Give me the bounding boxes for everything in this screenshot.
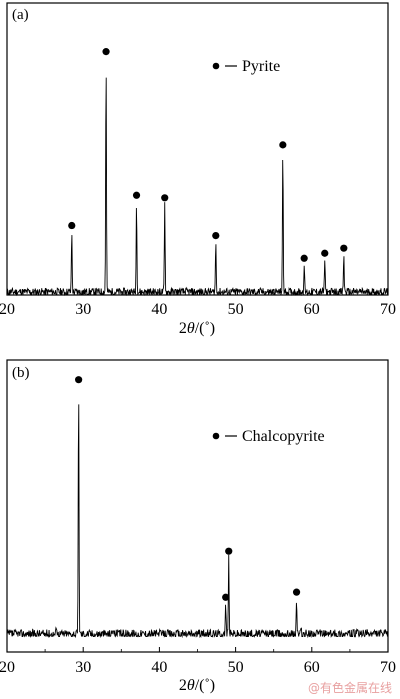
panel-b-legend: Chalcopyrite (212, 428, 325, 445)
panel-a-xlabel: 2θ/(˚) (179, 320, 215, 337)
x-tick-label: 60 (304, 659, 320, 676)
x-tick-label: 40 (151, 301, 167, 318)
peak-marker (222, 593, 230, 601)
panel-a-ticks: 20 30 40 50 60 70 (0, 290, 396, 318)
peak-marker (68, 221, 76, 230)
peak-marker (321, 249, 329, 257)
x-tick-label: 50 (228, 659, 244, 676)
panel-a-xlabel-main: 2 (179, 320, 187, 337)
x-tick-label: 50 (228, 301, 244, 318)
panel-b-legend-marker (212, 432, 220, 440)
peak-marker (340, 244, 348, 252)
panel-b-legend-label: Chalcopyrite (242, 428, 325, 445)
peak-marker (161, 194, 169, 202)
watermark: @有色金属在线 (308, 680, 392, 695)
panel-a-xlabel-unit: /(˚) (195, 320, 215, 337)
x-tick-label: 60 (304, 301, 320, 318)
panel-b-frame (6, 359, 389, 653)
panel-b-label: (b) (12, 365, 30, 381)
panel-b-pattern-line (6, 404, 389, 639)
x-tick-label: 20 (0, 301, 15, 318)
panel-b-xlabel: 2θ/(˚) (179, 677, 215, 694)
peak-marker (279, 141, 287, 149)
panel-b: (b) 20 30 40 50 60 70 Chalcopyrite 2θ/(˚) (0, 359, 396, 694)
panel-a-peaks (68, 48, 348, 262)
x-tick-label: 30 (75, 659, 91, 676)
panel-a-legend-marker (212, 62, 220, 70)
peak-marker (292, 588, 301, 596)
peak-marker (300, 254, 308, 262)
peak-marker (132, 191, 141, 199)
x-tick-label: 30 (75, 301, 91, 318)
panel-b-peaks (75, 376, 301, 601)
panel-a-legend: Pyrite (212, 58, 280, 75)
panel-b-xlabel-main: 2 (179, 677, 187, 694)
x-tick-label: 20 (0, 659, 15, 676)
panel-b-ticks: 20 30 40 50 60 70 (0, 647, 396, 676)
x-tick-label: 40 (151, 659, 167, 676)
x-tick-label: 70 (380, 301, 396, 318)
peak-marker (75, 376, 83, 384)
peak-marker (212, 232, 220, 240)
panel-a: (a) 20 30 40 50 60 70 Pyrite 2θ/(˚) (0, 2, 396, 337)
peak-marker (225, 547, 233, 555)
panel-a-legend-label: Pyrite (242, 58, 280, 75)
panel-a-label: (a) (12, 7, 29, 23)
peak-marker (102, 48, 110, 56)
panel-a-pattern-line (6, 77, 389, 297)
panel-a-frame (6, 2, 389, 296)
panel-b-xlabel-italic: θ (187, 677, 195, 694)
panel-b-xlabel-unit: /(˚) (195, 677, 215, 694)
x-tick-label: 70 (380, 659, 396, 676)
panel-a-xlabel-italic: θ (187, 320, 195, 337)
